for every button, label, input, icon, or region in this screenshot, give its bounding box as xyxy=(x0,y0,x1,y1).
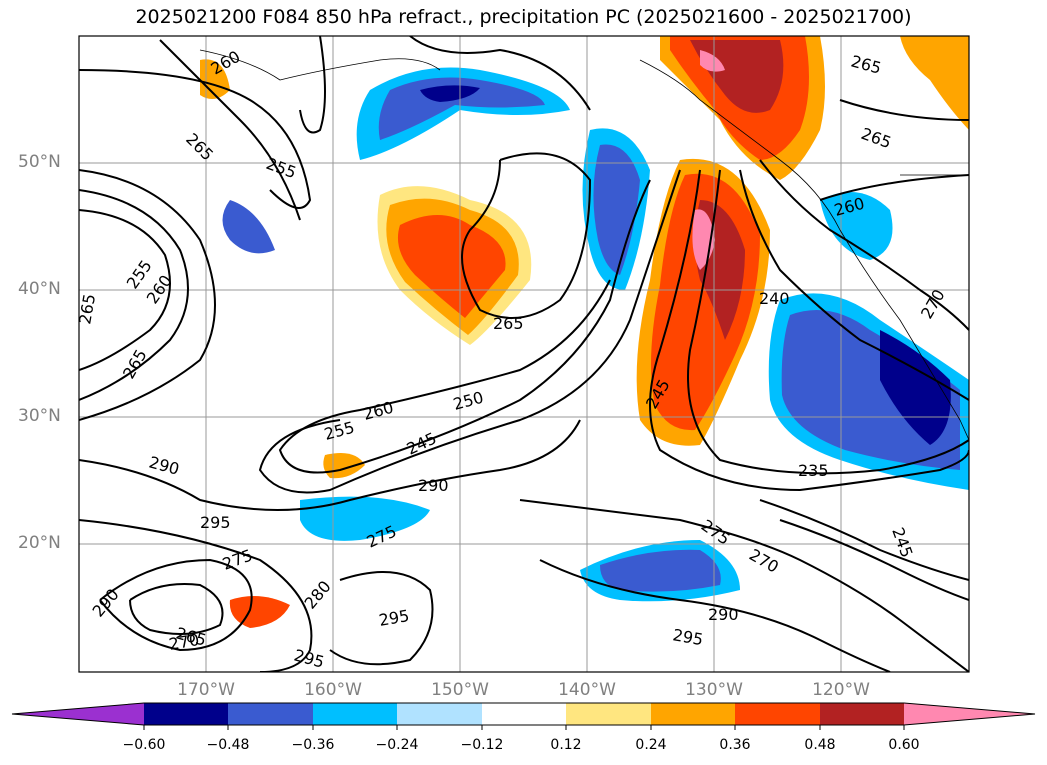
colorbar-tick-label: 0.24 xyxy=(635,737,667,753)
contour-line xyxy=(461,152,592,319)
contour-line xyxy=(99,558,253,652)
contour-line xyxy=(159,39,301,221)
precipitation-shading xyxy=(200,36,969,628)
negative-precip-area xyxy=(378,77,545,140)
colorbar-tick-label: 0.36 xyxy=(719,737,751,753)
contour-label: 235 xyxy=(798,461,829,480)
contour-label: 295 xyxy=(200,513,231,532)
contour-line xyxy=(539,559,891,672)
colorbar-tick-label: 0.60 xyxy=(888,737,920,753)
colorbar-segment xyxy=(228,703,313,725)
colorbar-tick-label: 0.12 xyxy=(550,737,582,753)
negative-precip-area xyxy=(820,192,893,260)
positive-precip-area xyxy=(700,50,725,72)
longitude-label: 140°W xyxy=(558,680,616,700)
coastline xyxy=(199,49,969,441)
contour-line xyxy=(519,499,969,672)
colorbar-tick-label: −0.60 xyxy=(122,737,166,753)
longitude-label: 160°W xyxy=(304,680,362,700)
colorbar-tick-label: −0.36 xyxy=(291,737,335,753)
colorbar-tick-label: −0.48 xyxy=(206,737,250,753)
contour-line xyxy=(79,69,312,209)
colorbar-segment xyxy=(566,703,651,725)
colorbar-segment xyxy=(820,703,904,725)
contour-label: 240 xyxy=(759,289,790,308)
refractivity-contours xyxy=(79,36,969,672)
colorbar-segment xyxy=(735,703,820,725)
longitude-label: 150°W xyxy=(431,680,489,700)
colorbar-segment xyxy=(904,703,1035,725)
longitude-label: 130°W xyxy=(685,680,743,700)
contour-line xyxy=(258,169,681,494)
colorbar-tick-label: 0.48 xyxy=(804,737,836,753)
negative-precip-area xyxy=(420,85,480,102)
coastline-path xyxy=(639,59,969,441)
contour-line xyxy=(299,36,326,134)
latitude-label: 30°N xyxy=(18,406,61,426)
positive-precip-area xyxy=(900,36,969,130)
latitude-label: 20°N xyxy=(18,533,61,553)
contour-line xyxy=(687,169,969,475)
contour-line xyxy=(779,519,969,601)
colorbar-segment xyxy=(482,703,566,725)
colorbar-segment xyxy=(12,703,144,725)
longitude-label: 170°W xyxy=(177,680,235,700)
positive-precip-area xyxy=(200,59,230,99)
contour-line xyxy=(839,99,969,121)
contour-line xyxy=(739,169,969,401)
contour-line xyxy=(649,169,969,492)
contour-line xyxy=(79,189,189,401)
longitude-label: 120°W xyxy=(812,680,870,700)
colorbar-segment xyxy=(144,703,228,725)
contour-line xyxy=(409,36,591,111)
contour-line xyxy=(79,419,581,511)
colorbar-segment xyxy=(313,703,397,725)
negative-precip-area xyxy=(593,144,640,275)
contour-line xyxy=(819,174,969,201)
contour-line xyxy=(329,571,434,666)
negative-precip-area xyxy=(600,549,721,592)
map-border xyxy=(78,35,970,673)
coastline-path xyxy=(199,49,441,81)
contour-line xyxy=(129,583,224,635)
graticule xyxy=(79,36,969,672)
contour-label: 290 xyxy=(708,605,739,624)
latitude-label: 40°N xyxy=(18,279,61,299)
colorbar xyxy=(11,702,1036,730)
contour-label: 290 xyxy=(418,476,449,495)
contour-line xyxy=(278,179,651,474)
colorbar-tick-label: −0.24 xyxy=(375,737,419,753)
colorbar-tick-label: −0.12 xyxy=(460,737,504,753)
negative-precip-area xyxy=(222,200,275,254)
contour-line xyxy=(759,499,969,581)
contour-line xyxy=(79,519,313,672)
chart-title: 2025021200 F084 850 hPa refract., precip… xyxy=(135,6,912,28)
positive-precip-area xyxy=(397,215,506,318)
colorbar-segment xyxy=(651,703,735,725)
contour-label: 265 xyxy=(493,314,524,333)
contour-line xyxy=(79,169,216,421)
contour-line xyxy=(79,209,171,371)
colorbar-segment xyxy=(397,703,482,725)
latitude-label: 50°N xyxy=(18,152,61,172)
contour-line xyxy=(759,159,969,331)
